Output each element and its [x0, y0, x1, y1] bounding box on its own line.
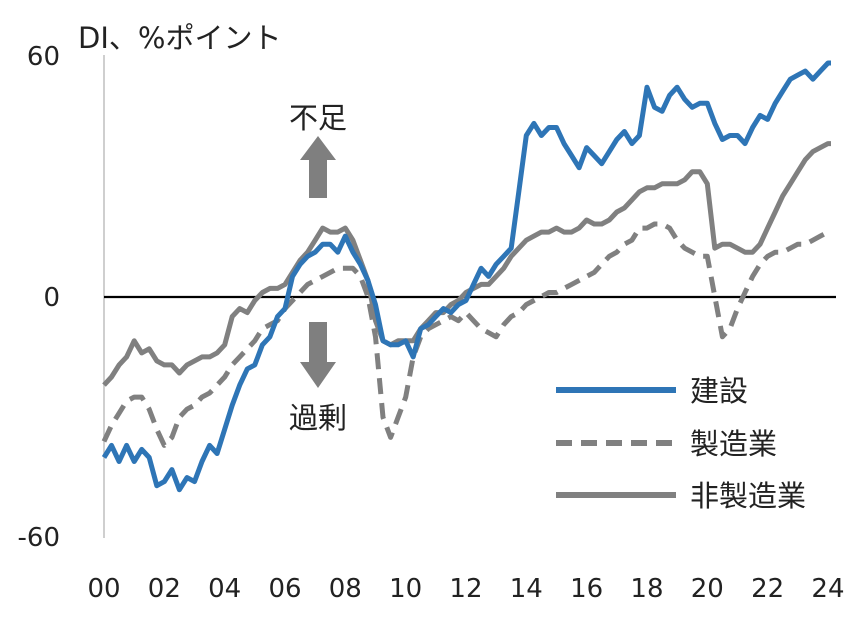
- legend-label: 建設: [690, 374, 748, 408]
- x-tick-label: 06: [268, 574, 301, 604]
- series-layer: [101, 60, 831, 493]
- down-arrow-icon: [300, 322, 336, 388]
- legend-item: 製造業: [556, 427, 777, 461]
- x-tick-label: 14: [510, 574, 543, 604]
- up-arrow-icon: [300, 136, 336, 198]
- annotation-up: 不足: [289, 101, 347, 198]
- x-tick-label: 18: [630, 574, 663, 604]
- annotation-down-label: 過剰: [289, 401, 347, 435]
- x-tick-label: 04: [208, 574, 241, 604]
- annotation-up-label: 不足: [289, 101, 347, 135]
- x-tick-label: 02: [148, 574, 181, 604]
- legend-item: 非製造業: [556, 479, 806, 513]
- x-tick-label: 00: [87, 574, 120, 604]
- annotation-down: 過剰: [289, 322, 347, 435]
- non-manufacturing-line: [102, 141, 831, 387]
- x-tick-label: 08: [329, 574, 362, 604]
- chart-title: DI、%ポイント: [78, 21, 281, 55]
- x-tick-label: 10: [389, 574, 422, 604]
- legend-item: 建設: [556, 374, 748, 408]
- legend-label: 製造業: [690, 427, 777, 461]
- legend-label: 非製造業: [690, 479, 806, 513]
- x-tick-label: 16: [570, 574, 603, 604]
- y-tick-label: 60: [27, 42, 60, 72]
- y-tick-label: 0: [43, 283, 60, 313]
- x-axis: 00 02 04 06 08 10 12 14 16 18 20 22 24: [87, 574, 844, 604]
- x-tick-label: 12: [449, 574, 482, 604]
- y-axis: 60 0 -60: [18, 42, 105, 553]
- legend: 建設 製造業 非製造業: [556, 374, 806, 513]
- y-tick-label: -60: [18, 523, 60, 553]
- x-tick-label: 20: [691, 574, 724, 604]
- x-tick-label: 24: [811, 574, 844, 604]
- x-tick-label: 22: [751, 574, 784, 604]
- construction-line: [101, 60, 831, 493]
- manufacturing-line: [101, 221, 831, 448]
